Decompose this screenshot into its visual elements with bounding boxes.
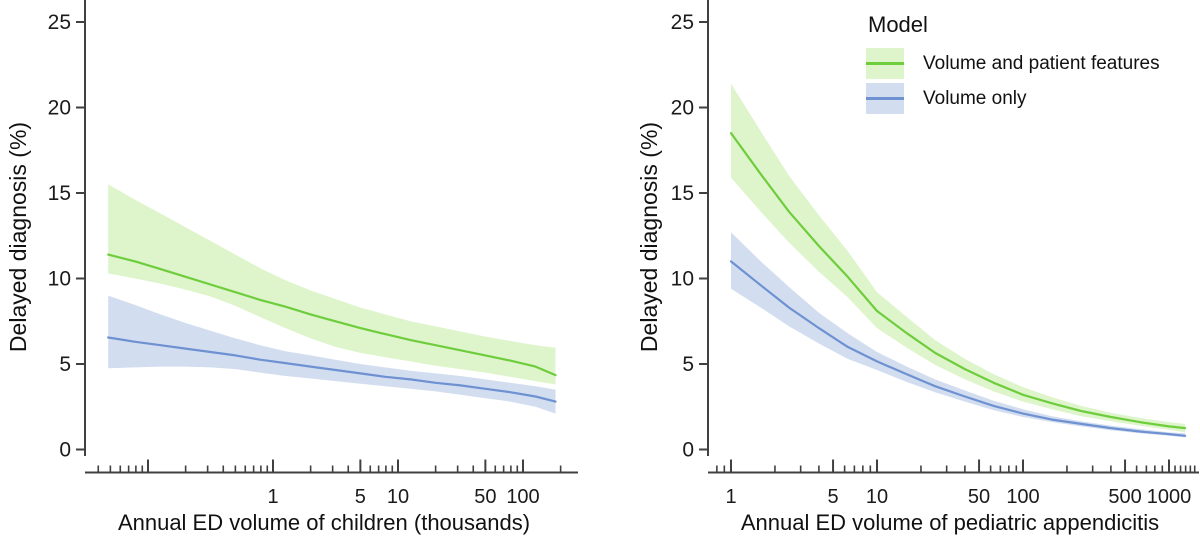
x-tick-label: 5 (355, 486, 366, 508)
legend-label: Volume only (923, 87, 1027, 109)
y-tick-label: 5 (59, 353, 71, 376)
panel-right (699, 0, 1199, 474)
y-tick-label: 10 (671, 268, 694, 291)
left-y-axis-title: Delayed diagnosis (%) (5, 121, 31, 353)
legend: Model Volume and patient features Volume… (866, 12, 1160, 118)
y-tick-label: 10 (48, 268, 71, 291)
x-tick-label: 100 (1006, 486, 1039, 508)
confidence-band (731, 232, 1186, 438)
y-tick-label: 20 (48, 97, 71, 120)
x-tick-label: 1000 (1147, 486, 1192, 508)
y-tick-label: 5 (682, 353, 694, 376)
legend-item-volume-only: Volume only (866, 83, 1160, 114)
x-tick-label: 10 (387, 486, 409, 508)
x-tick-label: 100 (506, 486, 539, 508)
legend-label: Volume and patient features (923, 52, 1160, 74)
left-x-axis-title: Annual ED volume of children (thousands) (117, 510, 531, 535)
legend-item-volume-and-patient-features: Volume and patient features (866, 48, 1160, 79)
y-tick-label: 20 (671, 97, 694, 120)
y-tick-label: 25 (48, 11, 71, 34)
legend-swatch-blue (866, 83, 904, 114)
y-tick-label: 0 (59, 439, 71, 462)
y-tick-label: 15 (48, 182, 71, 205)
x-tick-label: 50 (474, 486, 496, 508)
confidence-band (108, 184, 556, 385)
x-tick-label: 1 (725, 486, 736, 508)
panel-left (76, 0, 578, 474)
x-tick-label: 5 (827, 486, 838, 508)
fit-line (729, 132, 1187, 430)
x-tick-label: 50 (968, 486, 990, 508)
legend-line-blue (866, 97, 904, 100)
x-tick-label: 500 (1108, 486, 1141, 508)
x-tick-label: 1 (267, 486, 278, 508)
right-x-axis-title: Annual ED volume of pediatric appendicit… (740, 510, 1160, 535)
legend-swatch-green (866, 48, 904, 79)
right-y-axis-title: Delayed diagnosis (%) (636, 121, 662, 353)
fit-line (107, 253, 557, 377)
confidence-band (731, 83, 1186, 433)
y-tick-label: 15 (671, 182, 694, 205)
legend-line-green (866, 62, 904, 65)
fit-line (729, 260, 1187, 437)
fit-line (107, 336, 557, 403)
y-tick-label: 25 (671, 11, 694, 34)
legend-title: Model (868, 12, 928, 37)
y-tick-label: 0 (682, 439, 694, 462)
x-tick-label: 10 (866, 486, 888, 508)
